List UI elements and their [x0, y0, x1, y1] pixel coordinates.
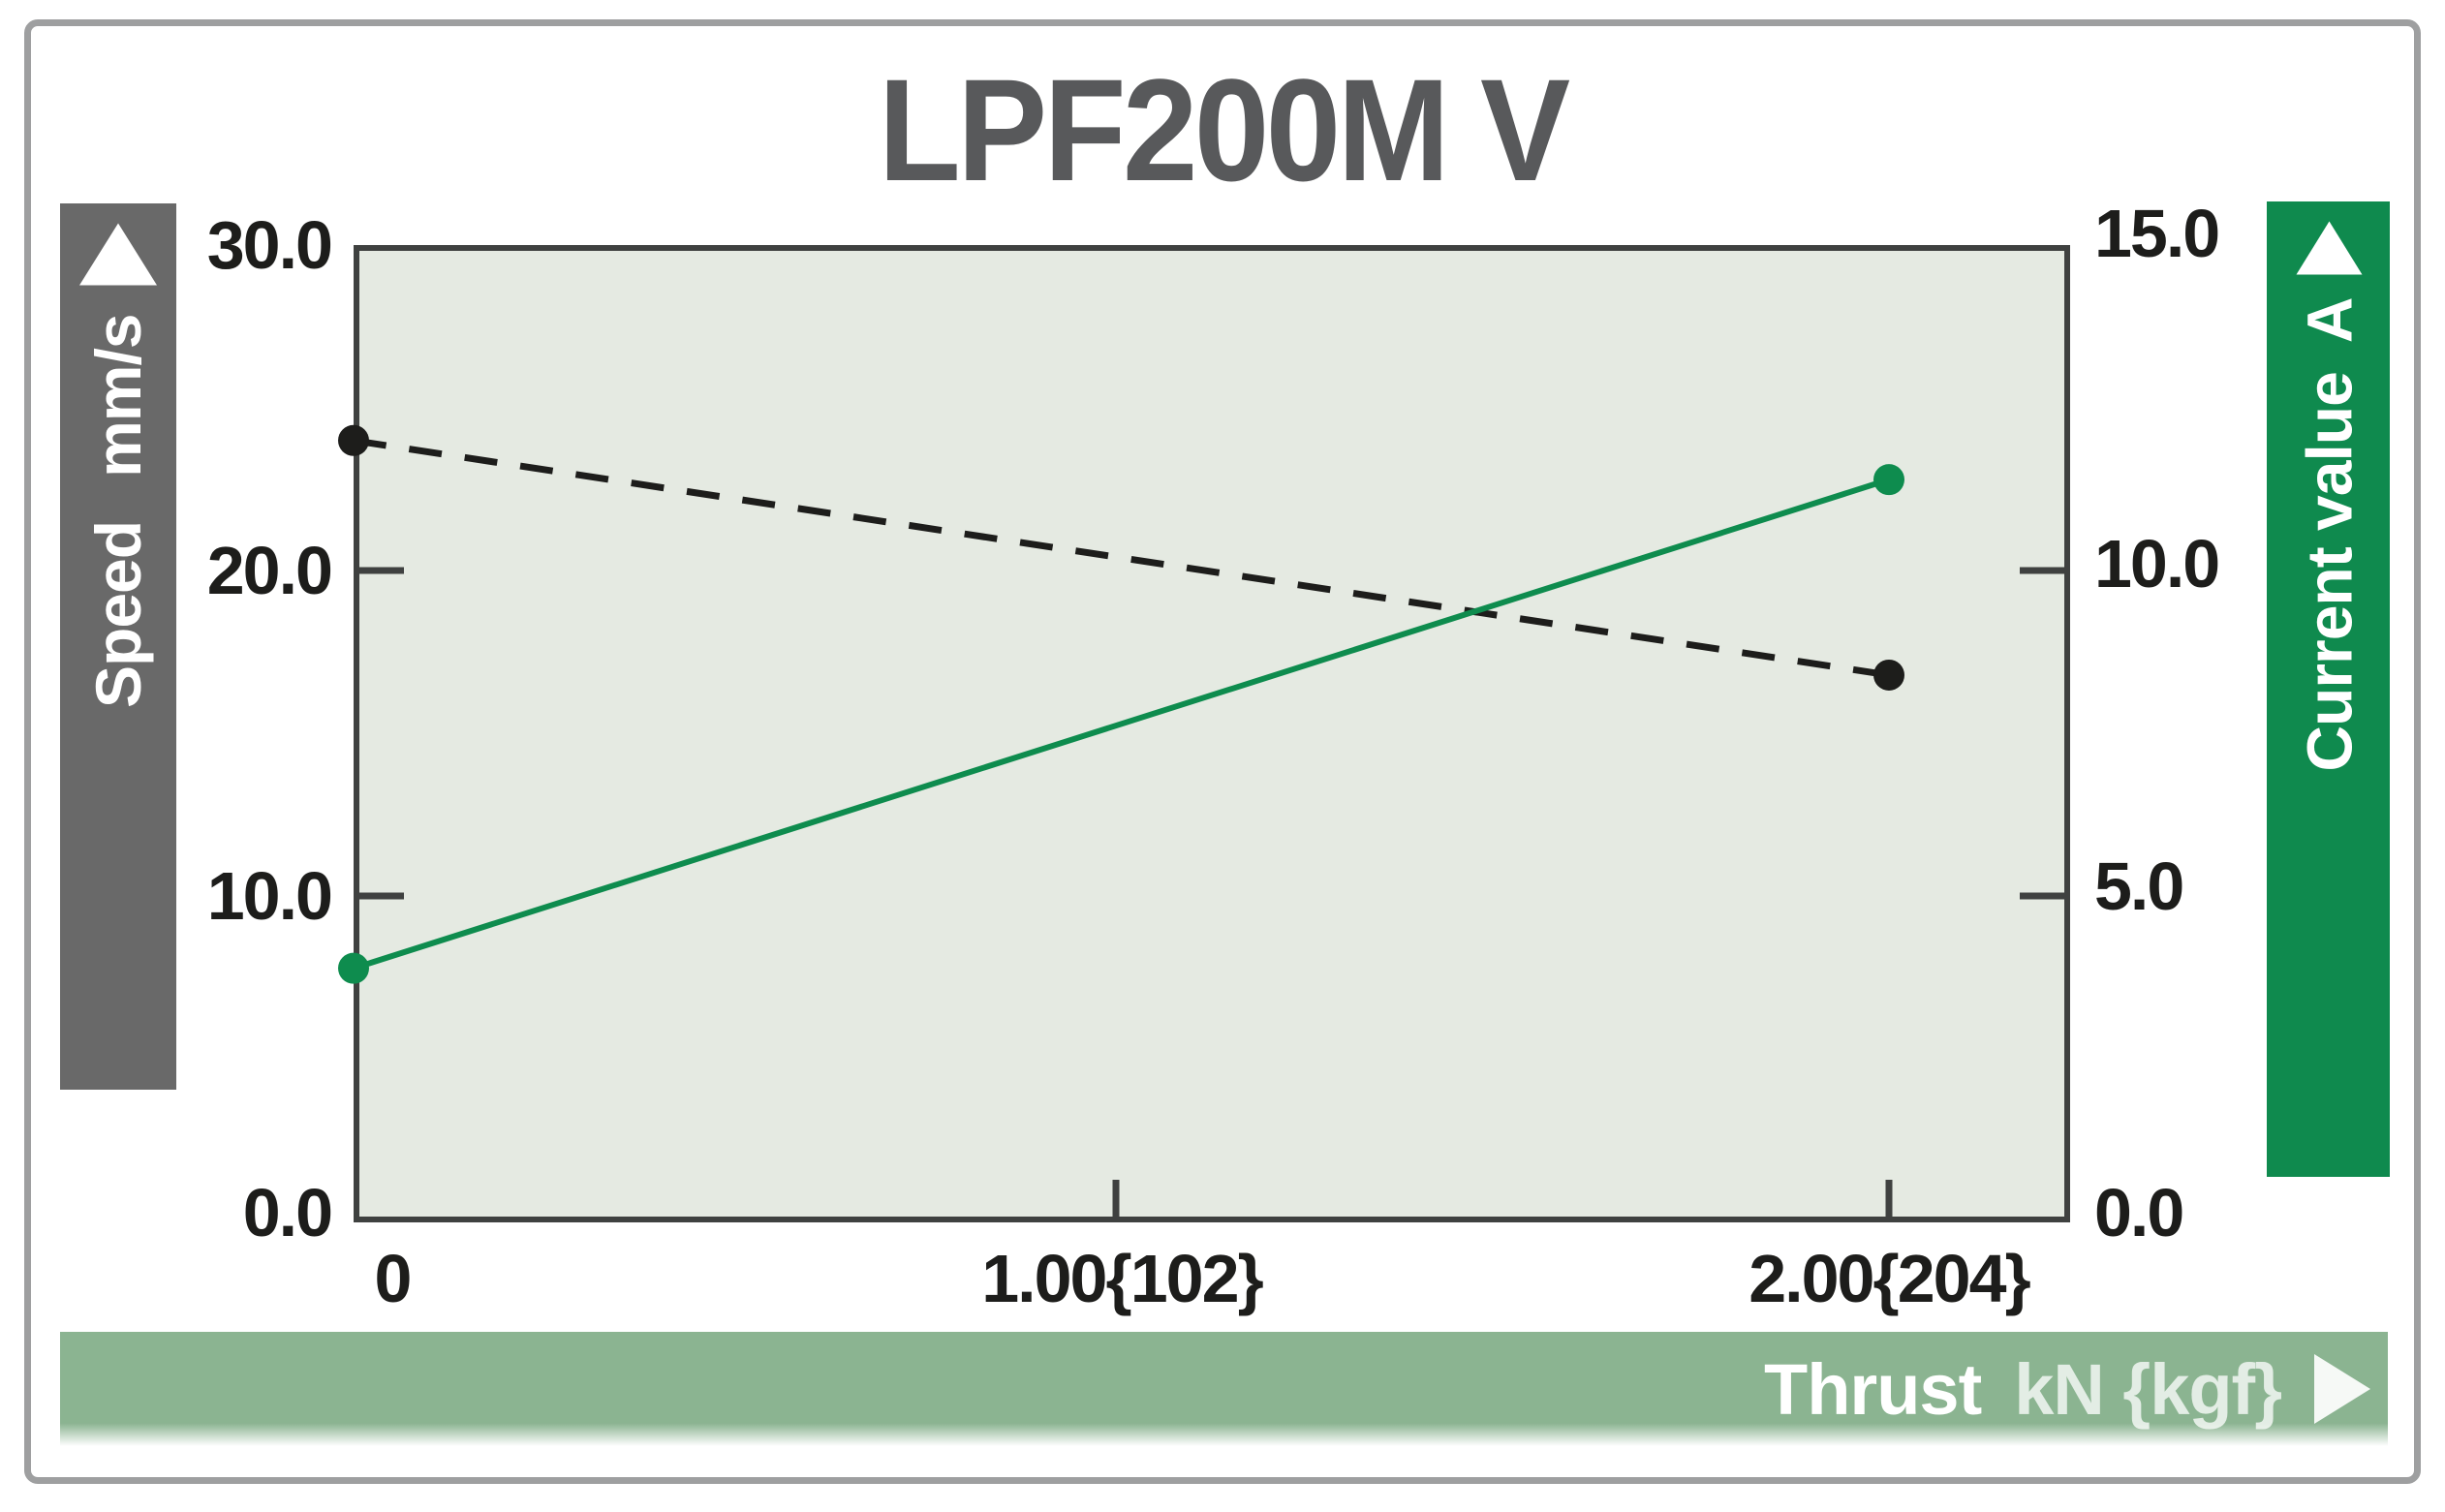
- current-axis-unit: A: [2292, 297, 2365, 343]
- chart-title: LPF200M V: [878, 48, 1570, 211]
- y-left-tick-20: 20.0: [206, 533, 333, 608]
- thrust-axis-label: Thrust: [1764, 1348, 1982, 1430]
- current-axis-label: Current value: [2292, 371, 2365, 772]
- x-tick-0: 0: [374, 1241, 413, 1316]
- plot-area: [354, 245, 2070, 1222]
- speed-axis-bar: Speed mm/s: [60, 203, 176, 1090]
- thrust-axis-unit: kN {kgf}: [2014, 1348, 2282, 1430]
- y-right-tick-5: 5.0: [2094, 849, 2184, 924]
- y-right-tick-0: 0.0: [2094, 1175, 2184, 1250]
- y-left-tick-30: 30.0: [206, 207, 333, 283]
- y-right-tick-10: 10.0: [2094, 526, 2220, 602]
- speed-axis-label: Speed: [82, 520, 154, 708]
- x-tick-1: 1.00{102}: [981, 1241, 1264, 1316]
- x-tick-2: 2.00{204}: [1749, 1241, 2031, 1316]
- y-left-tick-0: 0.0: [242, 1175, 333, 1250]
- y-right-tick-15: 15.0: [2094, 196, 2220, 271]
- current-axis-bar-content: Current value A: [2267, 201, 2390, 1177]
- current-axis-bar: Current value A: [2267, 201, 2390, 1177]
- up-arrow-icon: [2295, 221, 2362, 274]
- right-arrow-icon: [2314, 1354, 2370, 1424]
- up-arrow-icon: [79, 223, 157, 285]
- thrust-axis-bar: Thrust kN {kgf}: [60, 1332, 2388, 1446]
- speed-axis-bar-content: Speed mm/s: [60, 203, 176, 1090]
- y-left-tick-10: 10.0: [206, 858, 333, 934]
- speed-axis-unit: mm/s: [82, 314, 154, 478]
